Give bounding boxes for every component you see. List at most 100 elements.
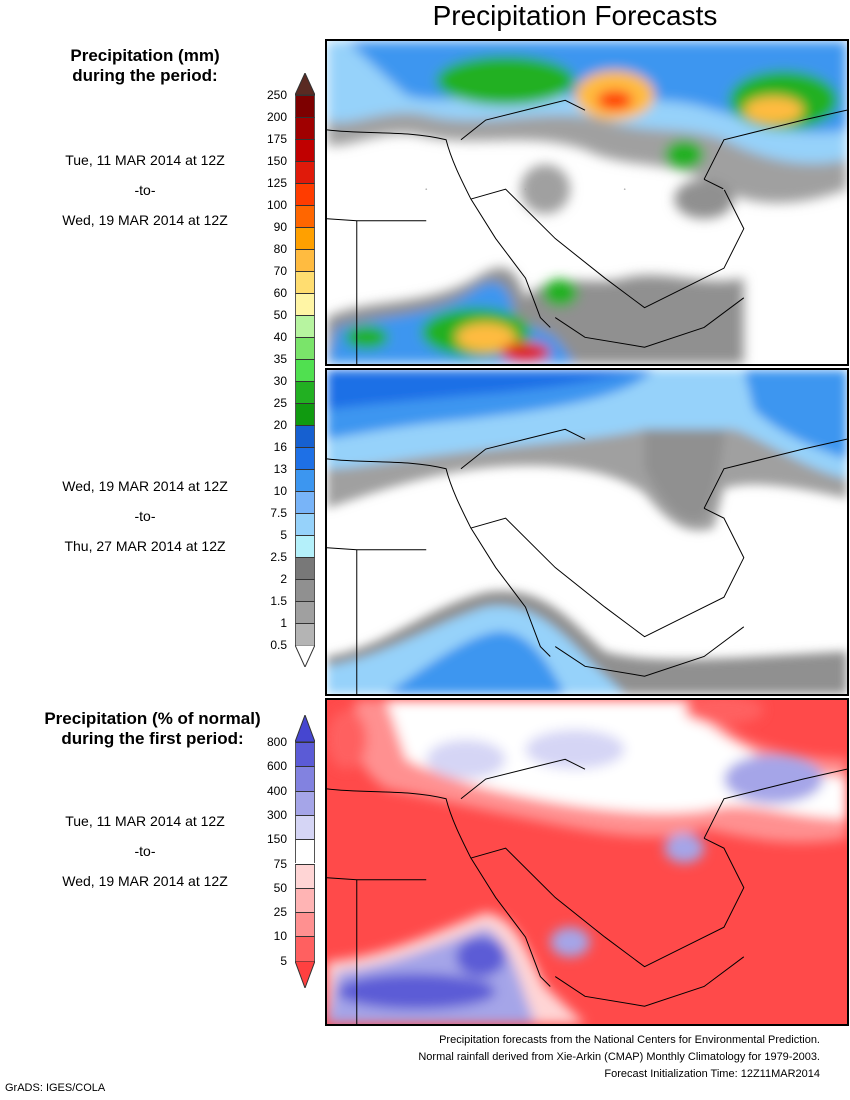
colorbar-top-arrow bbox=[295, 73, 315, 95]
colorbar-tick-label: 7.5 bbox=[270, 506, 287, 520]
page-title: Precipitation Forecasts bbox=[432, 0, 718, 31]
colorbar-swatch bbox=[295, 447, 315, 469]
percent-normal-map bbox=[327, 700, 847, 1024]
colorbar-tick-label: 90 bbox=[273, 220, 287, 234]
period-start: Tue, 11 MAR 2014 at 12Z bbox=[65, 152, 225, 168]
colorbar-tick-label: 40 bbox=[273, 330, 287, 344]
colorbar-tick-label: 10 bbox=[273, 484, 287, 498]
colorbar-swatch bbox=[295, 271, 315, 293]
colorbar-swatch bbox=[295, 766, 315, 791]
colorbar-swatch bbox=[295, 491, 315, 513]
colorbar-tick-label: 25 bbox=[273, 396, 287, 410]
colorbar-swatch bbox=[295, 513, 315, 535]
colorbar-swatch bbox=[295, 117, 315, 139]
colorbar-swatch bbox=[295, 359, 315, 381]
map-panel-period-1 bbox=[325, 39, 849, 366]
colorbar-tick-label: 1 bbox=[280, 616, 287, 630]
colorbar-swatch bbox=[295, 337, 315, 359]
colorbar-swatch bbox=[295, 912, 315, 937]
footer-line: Normal rainfall derived from Xie-Arkin (… bbox=[418, 1051, 820, 1063]
credit: GrADS: IGES/COLA bbox=[5, 1082, 106, 1094]
colorbar-tick-label: 200 bbox=[266, 110, 287, 124]
colorbar-swatch bbox=[295, 814, 315, 840]
footer-line: Precipitation forecasts from the Nationa… bbox=[439, 1034, 820, 1046]
heading-line: during the period: bbox=[72, 66, 218, 85]
period-to: -to- bbox=[134, 508, 156, 524]
colorbar-tick-label: 800 bbox=[266, 735, 287, 749]
colorbar-swatch bbox=[295, 293, 315, 315]
map-panel-period-2 bbox=[325, 368, 849, 696]
colorbar-swatch bbox=[295, 535, 315, 557]
colorbar-swatch bbox=[295, 183, 315, 205]
heading-precip-mm: Precipitation (mm) during the period: bbox=[20, 46, 270, 86]
heading-precip-pct: Precipitation (% of normal) during the f… bbox=[20, 709, 285, 749]
colorbar-swatch bbox=[295, 249, 315, 271]
colorbar-bottom-arrow bbox=[295, 645, 315, 667]
period-to: -to- bbox=[134, 843, 156, 859]
colorbar-swatch bbox=[295, 936, 315, 961]
colorbar-swatch bbox=[295, 403, 315, 425]
colorbar-tick-label: 20 bbox=[273, 418, 287, 432]
colorbar-swatch bbox=[295, 557, 315, 579]
period-to: -to- bbox=[134, 182, 156, 198]
colorbar-swatch bbox=[295, 839, 315, 864]
footer-line: Forecast Initialization Time: 12Z11MAR20… bbox=[604, 1068, 820, 1080]
colorbar-swatch bbox=[295, 579, 315, 601]
colorbar-swatch bbox=[295, 790, 315, 815]
colorbar-tick-label: 80 bbox=[273, 242, 287, 256]
colorbar-tick-label: 2.5 bbox=[270, 550, 287, 564]
colorbar-tick-label: 300 bbox=[266, 807, 287, 822]
colorbar-top-arrow bbox=[295, 715, 315, 742]
colorbar-tick-label: 50 bbox=[273, 880, 287, 895]
heading-line: during the first period: bbox=[61, 729, 244, 748]
colorbar-bottom-arrow bbox=[295, 960, 315, 988]
map-panel-percent-normal bbox=[325, 698, 849, 1026]
colorbar-tick-label: 10 bbox=[273, 929, 287, 944]
colorbar-swatch bbox=[295, 161, 315, 183]
period-start: Wed, 19 MAR 2014 at 12Z bbox=[62, 478, 228, 494]
colorbar-tick-label: 70 bbox=[273, 264, 287, 278]
colorbar-tick-label: 2 bbox=[280, 572, 287, 586]
colorbar-swatch bbox=[295, 139, 315, 161]
colorbar-tick-label: 35 bbox=[273, 352, 287, 366]
colorbar-tick-label: 1.5 bbox=[270, 594, 287, 608]
colorbar-swatch bbox=[295, 601, 315, 623]
colorbar-tick-label: 0.5 bbox=[270, 638, 287, 652]
colorbar-tick-label: 5 bbox=[280, 528, 287, 542]
period-end: Thu, 27 MAR 2014 at 12Z bbox=[64, 538, 226, 554]
colorbar-swatch bbox=[295, 381, 315, 403]
colorbar-tick-label: 600 bbox=[266, 759, 287, 774]
colorbar-swatch bbox=[295, 887, 315, 913]
colorbar-tick-label: 25 bbox=[273, 905, 287, 920]
colorbar-tick-label: 60 bbox=[273, 286, 287, 300]
colorbar-swatch bbox=[295, 95, 315, 117]
colorbar-swatch bbox=[295, 623, 315, 645]
colorbar-tick-label: 30 bbox=[273, 374, 287, 388]
period-2-label: Wed, 19 MAR 2014 at 12Z -to- Thu, 27 MAR… bbox=[20, 478, 270, 554]
period-end: Wed, 19 MAR 2014 at 12Z bbox=[62, 212, 228, 228]
colorbar-tick-label: 5 bbox=[280, 953, 287, 968]
colorbar-swatch bbox=[295, 205, 315, 227]
period-1-label: Tue, 11 MAR 2014 at 12Z -to- Wed, 19 MAR… bbox=[20, 152, 270, 228]
colorbar-tick-label: 175 bbox=[266, 132, 287, 146]
colorbar-swatch bbox=[295, 742, 315, 767]
colorbar-swatch bbox=[295, 863, 315, 888]
colorbar-tick-label: 125 bbox=[266, 176, 287, 190]
colorbar-tick-label: 150 bbox=[266, 832, 287, 847]
heading-line: Precipitation (% of normal) bbox=[44, 709, 261, 728]
colorbar-swatch bbox=[295, 425, 315, 447]
precip-map-2 bbox=[327, 370, 847, 694]
colorbar-tick-label: 16 bbox=[273, 440, 287, 454]
precip-map-1 bbox=[327, 41, 847, 364]
period-start: Tue, 11 MAR 2014 at 12Z bbox=[65, 813, 225, 829]
colorbar-swatch bbox=[295, 227, 315, 249]
colorbar-swatch bbox=[295, 315, 315, 337]
colorbar-tick-label: 100 bbox=[266, 198, 287, 212]
period-3-label: Tue, 11 MAR 2014 at 12Z -to- Wed, 19 MAR… bbox=[20, 813, 270, 889]
colorbar-swatch bbox=[295, 469, 315, 491]
colorbar-tick-label: 250 bbox=[266, 88, 287, 102]
heading-line: Precipitation (mm) bbox=[70, 46, 220, 65]
colorbar-tick-label: 75 bbox=[273, 856, 287, 871]
colorbar-tick-label: 150 bbox=[266, 154, 287, 168]
colorbar-tick-label: 400 bbox=[266, 783, 287, 798]
